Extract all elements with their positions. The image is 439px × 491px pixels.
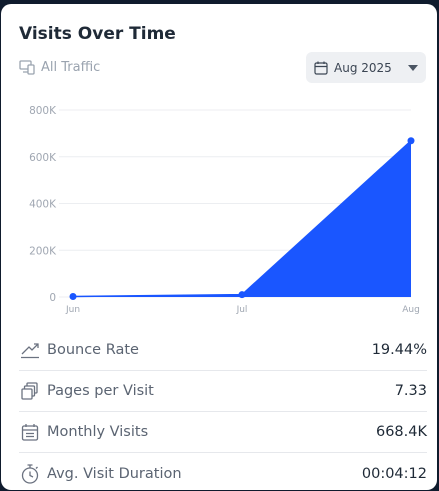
- data-point: [69, 293, 77, 301]
- metric-value: 7.33: [394, 383, 427, 399]
- metric-label: Pages per Visit: [47, 383, 154, 399]
- metric-label: Bounce Rate: [47, 342, 139, 358]
- x-tick-label: Jul: [236, 305, 248, 315]
- data-point: [407, 137, 415, 145]
- y-tick-label: 0: [49, 292, 56, 304]
- pages-icon: [19, 380, 41, 402]
- y-tick-label: 200K: [29, 245, 57, 257]
- calendar-icon: [19, 421, 41, 443]
- metric-value: 00:04:12: [361, 465, 427, 482]
- chevron-down-icon: [408, 64, 418, 71]
- metric-label: Monthly Visits: [47, 424, 149, 440]
- metric-row-bounce-rate: Bounce Rate 19.44%: [19, 330, 427, 371]
- y-tick-label: 800K: [29, 105, 57, 117]
- traffic-filter-label: All Traffic: [41, 59, 101, 75]
- calendar-icon: [314, 61, 328, 75]
- x-tick-label: Aug: [402, 305, 420, 315]
- metric-label: Avg. Visit Duration: [47, 465, 182, 482]
- y-tick-label: 600K: [29, 152, 57, 164]
- metric-row-monthly-visits: Monthly Visits 668.4K: [19, 412, 427, 453]
- data-point: [238, 291, 246, 299]
- visits-chart: 0 200K 400K 600K 800K Jun Jul Aug: [29, 105, 420, 315]
- stopwatch-icon: [19, 463, 41, 485]
- metric-value: 19.44%: [371, 342, 427, 358]
- date-select[interactable]: Aug 2025: [306, 52, 426, 83]
- metric-value: 668.4K: [375, 424, 427, 440]
- traffic-filter[interactable]: All Traffic: [19, 59, 100, 75]
- y-tick-label: 400K: [29, 199, 57, 211]
- devices-icon: [19, 59, 41, 75]
- card-title: Visits Over Time: [19, 24, 176, 44]
- date-select-value: Aug 2025: [334, 60, 392, 75]
- trend-down-icon: [19, 339, 41, 361]
- area-fill: [73, 140, 411, 297]
- metric-row-avg-visit-duration: Avg. Visit Duration 00:04:12: [19, 453, 427, 490]
- metric-row-pages-per-visit: Pages per Visit 7.33: [19, 371, 427, 412]
- visits-over-time-card: Visits Over Time All Traffic Aug 2025 0 2…: [1, 4, 437, 490]
- x-tick-label: Jun: [65, 305, 80, 315]
